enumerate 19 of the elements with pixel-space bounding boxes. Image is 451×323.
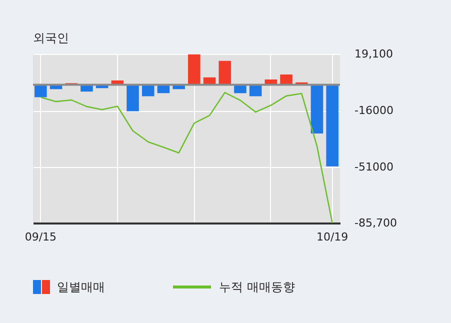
y-tick-label: -16000 xyxy=(354,104,394,118)
bar xyxy=(326,84,338,166)
y-tick-label: 19,100 xyxy=(354,48,393,60)
y-tick-label: -51000 xyxy=(354,160,394,174)
legend-label: 일별매매 xyxy=(57,280,105,294)
bar xyxy=(280,74,292,85)
x-tick-label: 10/19 xyxy=(316,230,348,244)
bar xyxy=(142,84,154,96)
x-tick-label: 09/15 xyxy=(24,230,57,244)
bar xyxy=(126,84,139,112)
bar xyxy=(249,84,262,96)
bar xyxy=(188,54,200,85)
bar xyxy=(310,84,324,134)
chart-title: 외국인 xyxy=(33,31,69,45)
bar xyxy=(34,84,47,98)
y-tick-label: -85,700 xyxy=(354,216,397,230)
bar xyxy=(218,60,232,85)
line-series xyxy=(40,92,333,224)
legend-label: 누적 매매동향 xyxy=(219,280,295,294)
